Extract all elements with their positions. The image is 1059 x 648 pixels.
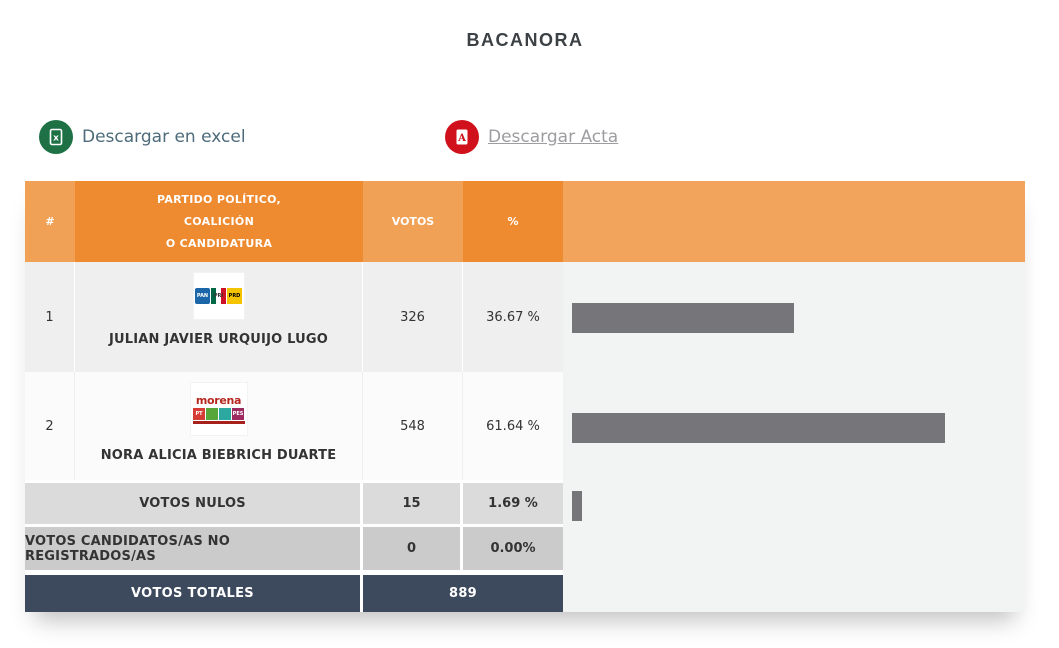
pdf-icon: A <box>445 120 479 154</box>
row1-num: 1 <box>25 262 75 372</box>
row2-party-cell: morena PT PES NORA ALICIA BIEBRICH DUART… <box>75 372 363 480</box>
nulos-label: VOTOS NULOS <box>25 483 363 524</box>
totales-label: VOTOS TOTALES <box>25 575 363 612</box>
row1-votes: 326 <box>363 262 463 372</box>
na-logo <box>219 407 231 420</box>
totales-votes: 889 <box>363 575 563 612</box>
pt-logo: PT <box>193 407 205 420</box>
results-table: # PARTIDO POLÍTICO, COALICIÓN O CANDIDAT… <box>25 181 1025 612</box>
prd-logo: PRD <box>227 288 242 304</box>
pan-logo: PAN <box>195 288 210 304</box>
results-card: # PARTIDO POLÍTICO, COALICIÓN O CANDIDAT… <box>25 181 1025 612</box>
coalition-logo-morena: morena PT PES <box>189 382 248 436</box>
row1-candidate-name: JULIAN JAVIER URQUIJO LUGO <box>108 332 329 347</box>
col-header-party: PARTIDO POLÍTICO, COALICIÓN O CANDIDATUR… <box>75 181 363 262</box>
pes-logo: PES <box>232 407 244 420</box>
col-header-party-line3: O CANDIDATURA <box>165 236 273 250</box>
row2-votes: 548 <box>363 372 463 480</box>
vote-bar-chart <box>563 262 1025 612</box>
col-header-num: # <box>25 181 75 262</box>
no-registrados-label: VOTOS CANDIDATOS/AS NO REGISTRADOS/AS <box>25 527 363 570</box>
pri-logo: PRI <box>211 288 226 304</box>
download-excel-button[interactable]: x Descargar en excel <box>39 120 246 154</box>
row2-pct: 61.64 % <box>463 372 563 480</box>
row2-candidate-name: NORA ALICIA BIEBRICH DUARTE <box>100 448 337 463</box>
col-header-chart <box>563 181 1025 262</box>
pvem-logo <box>206 407 218 420</box>
row-separator <box>25 570 563 575</box>
row-separator <box>25 480 563 483</box>
row-separator <box>25 524 563 527</box>
svg-text:A: A <box>457 133 466 144</box>
bar-candidate-1 <box>572 303 794 333</box>
morena-strip <box>192 420 245 424</box>
download-excel-label: Descargar en excel <box>82 127 246 147</box>
row2-num: 2 <box>25 372 75 480</box>
nulos-pct: 1.69 % <box>463 483 563 524</box>
row1-party-cell: PAN PRI PRD JULIAN JAVIER URQUIJO LUGO <box>75 262 363 372</box>
svg-text:x: x <box>53 134 59 144</box>
bar-candidate-2 <box>572 413 945 443</box>
row1-pct: 36.67 % <box>463 262 563 372</box>
bar-votos-nulos <box>572 491 582 521</box>
no-registrados-pct: 0.00% <box>463 527 563 570</box>
no-registrados-votes: 0 <box>363 527 463 570</box>
page-title: BACANORA <box>466 30 584 50</box>
download-acta-label: Descargar Acta <box>488 127 619 147</box>
morena-logo: morena <box>195 393 242 407</box>
download-acta-link[interactable]: A Descargar Acta <box>445 120 618 154</box>
nulos-votes: 15 <box>363 483 463 524</box>
col-header-party-line2: COALICIÓN <box>183 214 255 228</box>
col-header-votes: VOTOS <box>363 181 463 262</box>
col-header-party-line1: PARTIDO POLÍTICO, <box>156 192 282 206</box>
col-header-pct: % <box>463 181 563 262</box>
coalition-logo-pan-pri-prd: PAN PRI PRD <box>192 272 245 320</box>
excel-icon: x <box>39 120 73 154</box>
morena-coalition-blocks: PT PES <box>193 407 244 420</box>
downloads-bar: x Descargar en excel A Descargar Acta <box>25 120 1025 160</box>
